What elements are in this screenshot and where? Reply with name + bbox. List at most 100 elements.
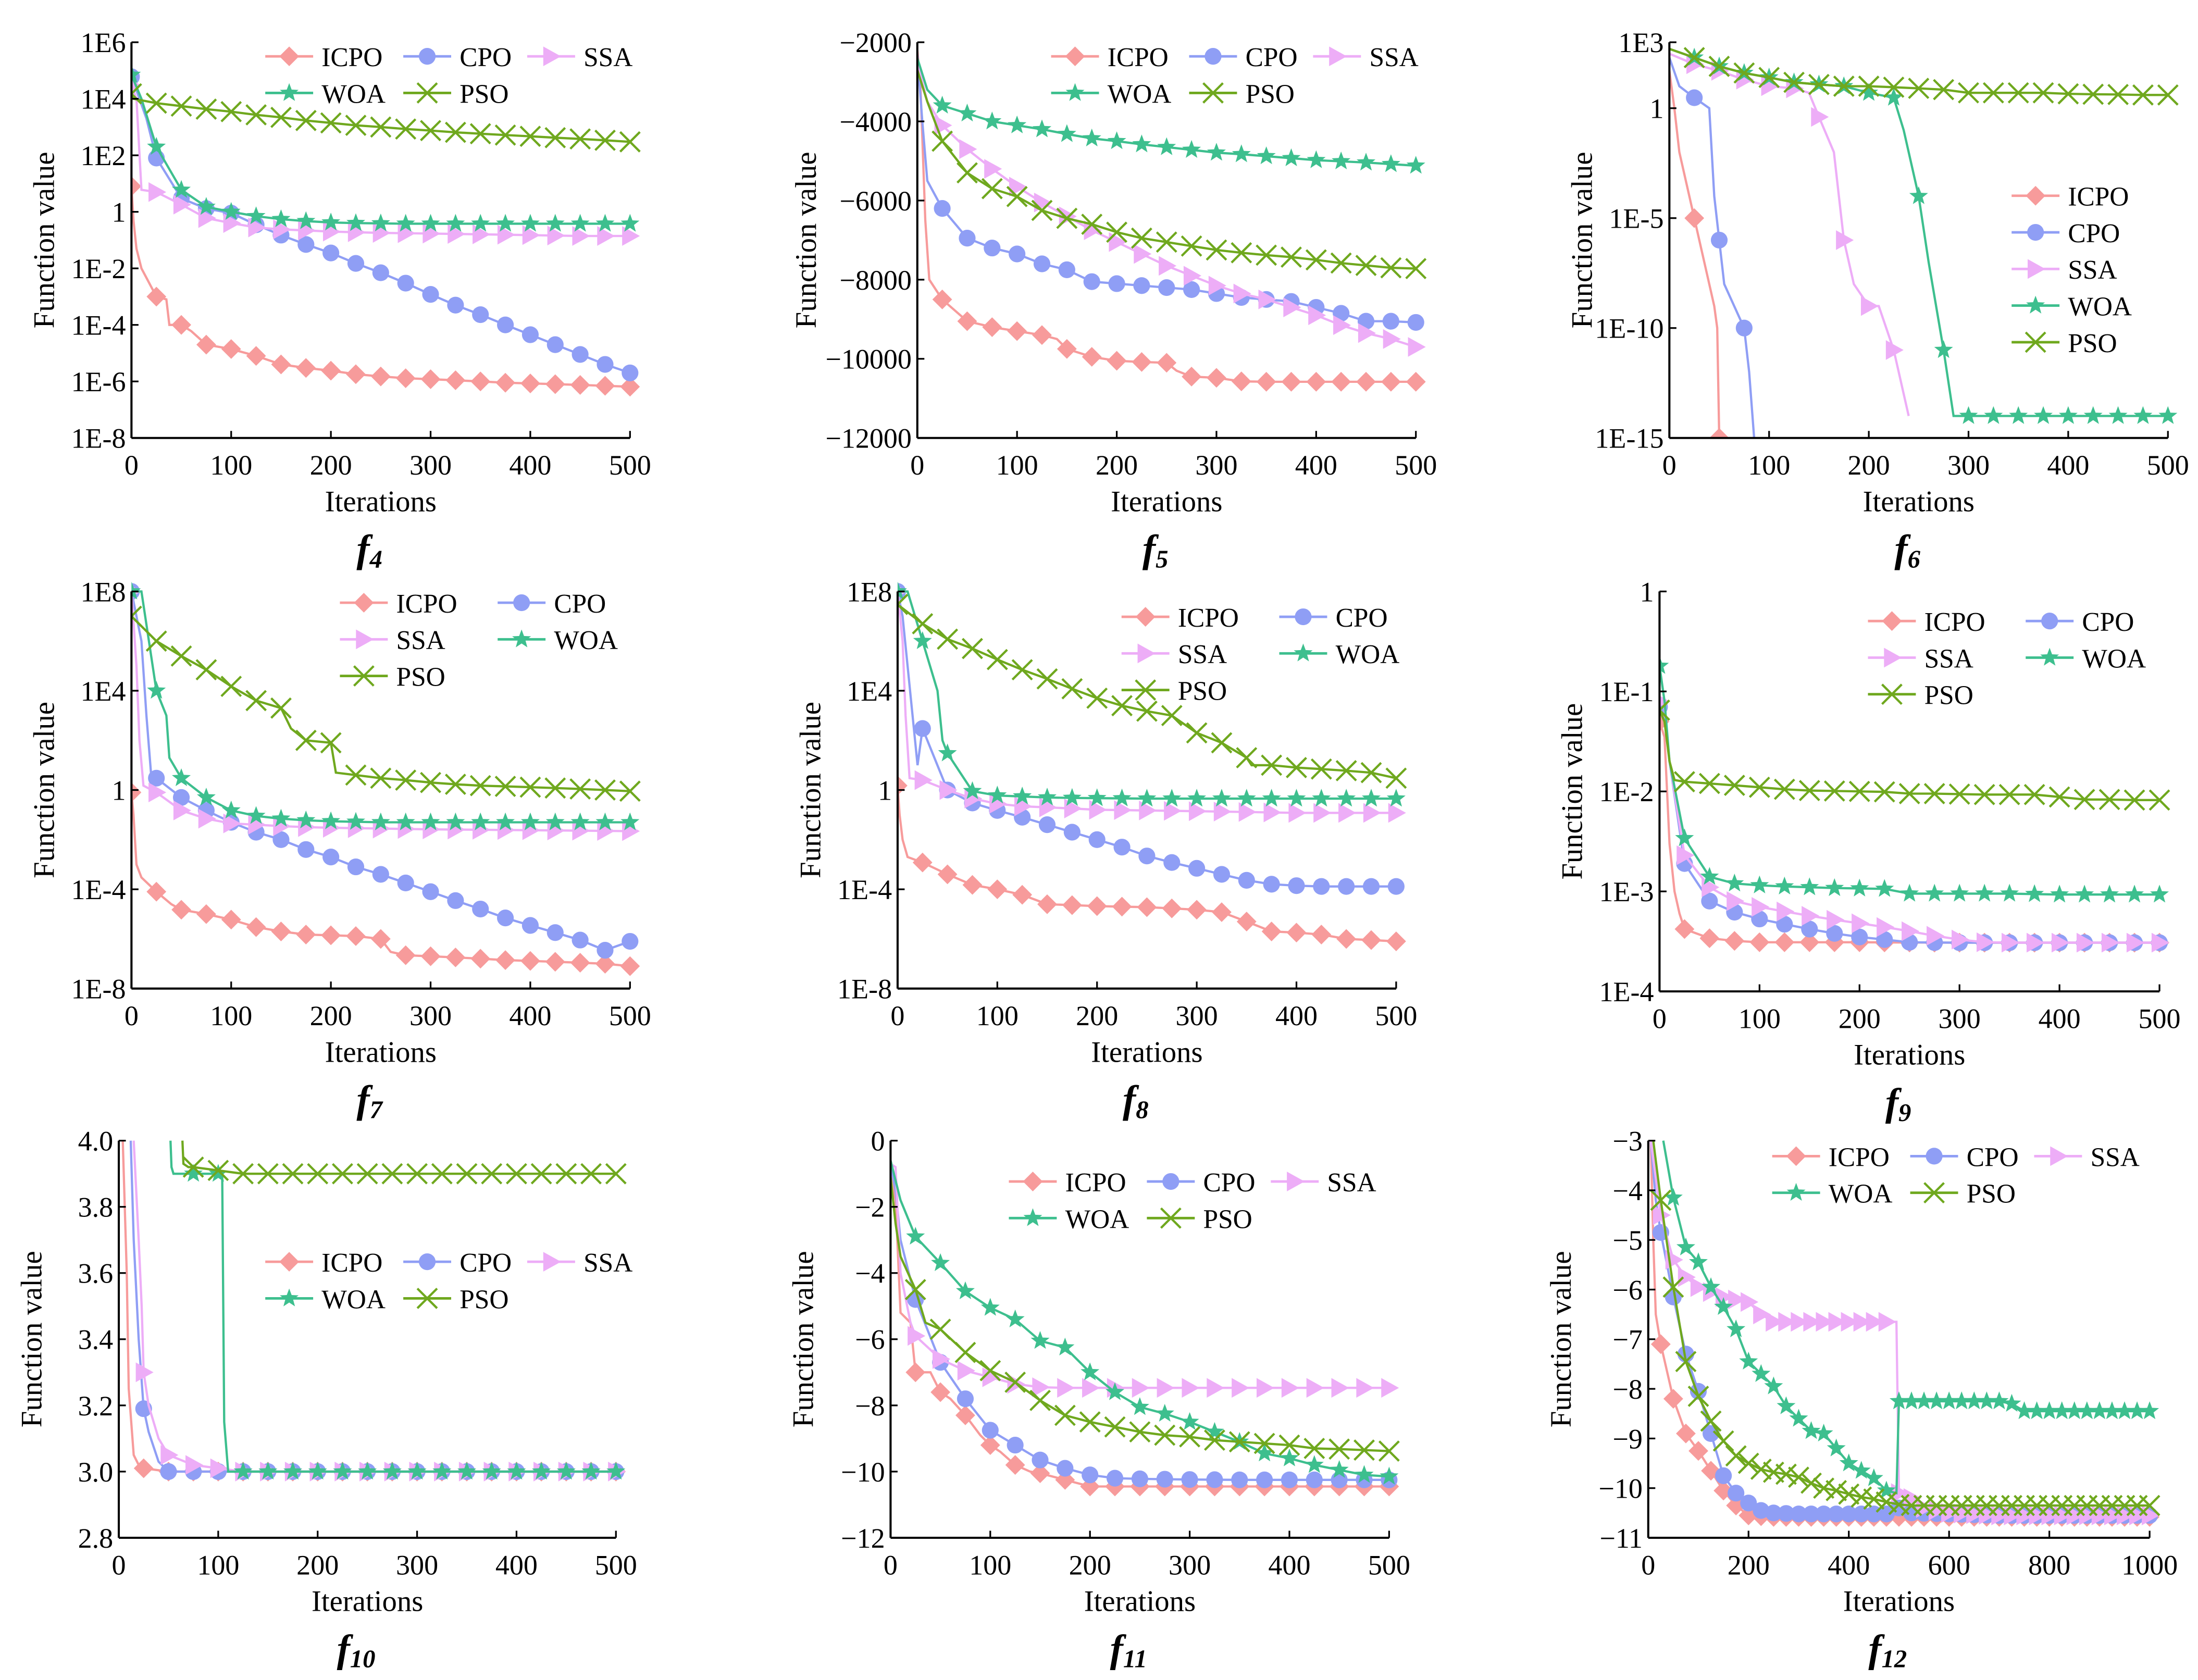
plot-area xyxy=(131,581,641,976)
marker-cpo xyxy=(1778,1505,1795,1522)
legend-item-woa: WOA xyxy=(498,626,618,655)
marker-woa xyxy=(457,1461,477,1480)
chart-f7: 1E-8 1E-4 1 1E4 1E8 0 100 200 300 400 500 Iteration… xyxy=(28,576,651,1124)
marker-woa xyxy=(1827,1438,1846,1457)
legend-cpo-icon xyxy=(513,594,530,612)
y-tick-label: −2 xyxy=(855,1192,885,1223)
marker-pso xyxy=(469,775,491,797)
marker-cpo xyxy=(1088,831,1106,848)
x-tick-label: 500 xyxy=(1368,1549,1410,1581)
x-tick-label: 500 xyxy=(609,450,651,481)
marker-cpo xyxy=(1213,866,1231,883)
marker-pso xyxy=(420,771,441,793)
marker-icpo xyxy=(1112,897,1132,917)
marker-pso xyxy=(986,649,1008,670)
marker-ssa xyxy=(914,770,933,790)
legend-item-ssa: SSA xyxy=(527,1248,632,1278)
marker-icpo xyxy=(1331,371,1351,392)
legend-item-icpo: ICPO xyxy=(1121,603,1239,633)
marker-cpo xyxy=(1133,277,1150,294)
legend-icpo-icon xyxy=(279,1252,300,1272)
marker-ssa xyxy=(572,226,590,246)
marker-ssa xyxy=(1853,1312,1871,1332)
marker-cpo xyxy=(1753,1502,1770,1519)
marker-woa xyxy=(1207,143,1226,161)
marker-cpo xyxy=(1765,1504,1782,1522)
marker-cpo xyxy=(1313,878,1330,895)
marker-icpo xyxy=(133,1458,154,1478)
marker-icpo xyxy=(1724,931,1745,951)
x-tick-label: 200 xyxy=(1069,1549,1111,1581)
marker-pso xyxy=(2032,82,2054,104)
marker-ssa xyxy=(1281,1378,1299,1398)
marker-pso xyxy=(1380,257,1402,279)
legend-ssa-icon xyxy=(1329,46,1347,67)
marker-pso xyxy=(1330,252,1352,274)
marker-pso xyxy=(1659,699,1670,721)
legend-ssa-icon xyxy=(1137,643,1156,664)
legend-woa-icon xyxy=(1065,83,1085,101)
legend-cpo-icon xyxy=(1295,608,1312,626)
legend-woa-icon xyxy=(1294,643,1313,662)
y-tick-label: −12000 xyxy=(825,423,912,454)
marker-woa xyxy=(1959,406,1978,424)
legend-label: PSO xyxy=(1967,1179,2016,1209)
y-tick-label: −9 xyxy=(1612,1423,1643,1454)
legend-item-pso: PSO xyxy=(2011,329,2117,358)
legend-item-ssa: SSA xyxy=(340,626,445,655)
marker-pso xyxy=(1081,214,1103,235)
marker-icpo xyxy=(1007,321,1027,341)
plot-area xyxy=(121,1140,627,1482)
marker-cpo xyxy=(1156,1471,1173,1488)
marker-ssa xyxy=(1213,802,1232,822)
legend-icpo-icon xyxy=(1023,1172,1043,1191)
marker-ssa xyxy=(1183,266,1202,286)
marker-ssa xyxy=(1188,801,1207,822)
x-axis-label: Iterations xyxy=(1863,485,1975,518)
plot-area xyxy=(897,581,1407,951)
legend-item-pso: PSO xyxy=(1868,681,1973,711)
marker-woa xyxy=(196,197,216,215)
marker-woa xyxy=(1814,1423,1833,1442)
marker-woa xyxy=(570,214,590,232)
marker-icpo xyxy=(930,1382,951,1402)
legend-label: WOA xyxy=(321,79,386,109)
marker-woa xyxy=(2009,406,2028,424)
marker-woa xyxy=(1875,879,1894,897)
y-tick-label: 1E-4 xyxy=(71,310,126,341)
series-line-woa xyxy=(890,1160,1389,1478)
marker-pso xyxy=(1154,1424,1176,1446)
marker-cpo xyxy=(1082,1466,1099,1484)
marker-woa xyxy=(184,1164,203,1182)
legend-item-icpo: ICPO xyxy=(2011,182,2129,212)
marker-pso xyxy=(1683,47,1705,69)
marker-ssa xyxy=(1132,1378,1150,1398)
marker-woa xyxy=(382,1461,402,1480)
marker-woa xyxy=(1062,788,1082,806)
marker-pso xyxy=(1031,200,1053,221)
chart-f9: 1E-4 1E-3 1E-2 1E-1 1 0 100 200 300 400 500 Iterati… xyxy=(1556,576,2181,1127)
y-tick-label: −11 xyxy=(1599,1523,1643,1554)
marker-pso xyxy=(1156,231,1177,253)
x-tick-label: 400 xyxy=(1268,1549,1310,1581)
marker-pso xyxy=(270,697,292,719)
y-tick-label: 1E-5 xyxy=(1609,203,1663,234)
marker-ssa xyxy=(1308,305,1326,326)
x-tick-label: 200 xyxy=(296,1549,339,1581)
legend-icpo-icon xyxy=(1135,607,1156,627)
marker-woa xyxy=(396,812,415,830)
marker-icpo xyxy=(570,375,590,395)
marker-pso xyxy=(1873,781,1895,803)
x-tick-label: 0 xyxy=(910,450,924,481)
marker-woa xyxy=(321,213,341,231)
legend-label: SSA xyxy=(583,43,632,72)
x-tick-label: 0 xyxy=(1653,1003,1667,1034)
legend-woa-icon xyxy=(1023,1208,1042,1226)
marker-ssa xyxy=(1057,1378,1075,1398)
y-tick-label: 1E-8 xyxy=(71,974,126,1005)
marker-pso xyxy=(580,1163,602,1185)
marker-woa xyxy=(1977,1391,1996,1410)
marker-woa xyxy=(172,768,191,787)
marker-woa xyxy=(2100,885,2119,903)
x-tick-label: 300 xyxy=(409,1000,452,1031)
